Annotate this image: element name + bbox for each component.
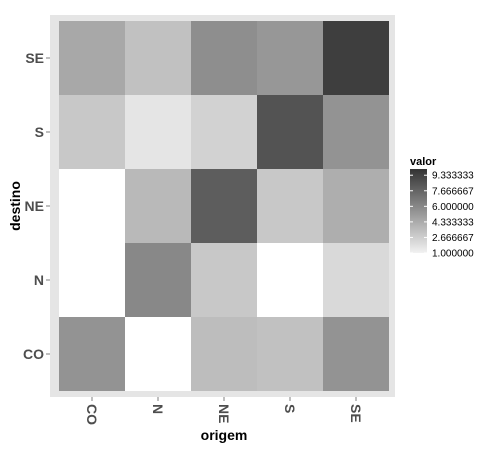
heatmap-cell-S-NE [257,169,323,243]
heatmap-cell-S-N [257,243,323,317]
x-axis-title: origem [201,427,248,443]
heatmap-cell-NE-N [191,243,257,317]
heatmap-cell-N-CO [125,317,191,391]
heatmap-cell-SE-SE [323,21,389,95]
legend-label: 2.666667 [432,233,474,244]
heatmap-cell-SE-S [323,95,389,169]
y-tick-label-S: S [35,124,44,140]
heatmap-cell-CO-N [59,243,125,317]
x-axis: CO N NE S SE [84,397,364,425]
heatmap-cell-SE-NE [323,169,389,243]
y-tick-label-NE: NE [25,198,44,214]
heatmap-cell-CO-CO [59,317,125,391]
heatmap-cell-NE-SE [191,21,257,95]
y-tick-label-N: N [34,272,44,288]
legend-colorbar [410,169,427,253]
heatmap-cell-NE-CO [191,317,257,391]
legend-label: 4.333333 [432,217,474,228]
legend: valor 9.333333 7.666667 6.000000 4.333333 2.… [410,156,474,260]
y-axis-title: destino [7,181,23,231]
heatmap-cell-NE-NE [191,169,257,243]
x-tick-label-NE: NE [216,404,232,423]
legend-ticks: 9.333333 7.666667 6.000000 4.333333 2.666667… [410,171,474,260]
heatmap-cell-S-CO [257,317,323,391]
legend-title: valor [410,156,437,168]
heatmap-cell-S-SE [257,21,323,95]
heatmap-cell-SE-N [323,243,389,317]
y-tick-label-CO: CO [23,346,44,362]
heatmap-cells [59,21,389,391]
y-tick-label-SE: SE [25,50,44,66]
heatmap-cell-CO-NE [59,169,125,243]
heatmap-cell-SE-CO [323,317,389,391]
heatmap-cell-CO-SE [59,21,125,95]
heatmap-cell-N-SE [125,21,191,95]
legend-label: 7.666667 [432,186,474,197]
heatmap-cell-CO-S [59,95,125,169]
heatmap-cell-S-S [257,95,323,169]
x-tick-label-SE: SE [348,404,364,423]
heatmap-cell-N-N [125,243,191,317]
x-tick-label-CO: CO [84,404,100,425]
heatmap-cell-NE-S [191,95,257,169]
legend-label: 6.000000 [432,202,474,213]
y-axis: CO N NE S SE [23,50,50,362]
legend-label: 1.000000 [432,249,474,260]
heatmap-cell-N-S [125,95,191,169]
x-tick-label-S: S [282,404,298,413]
x-tick-label-N: N [150,404,166,414]
heatmap-cell-N-NE [125,169,191,243]
legend-label: 9.333333 [432,171,474,182]
